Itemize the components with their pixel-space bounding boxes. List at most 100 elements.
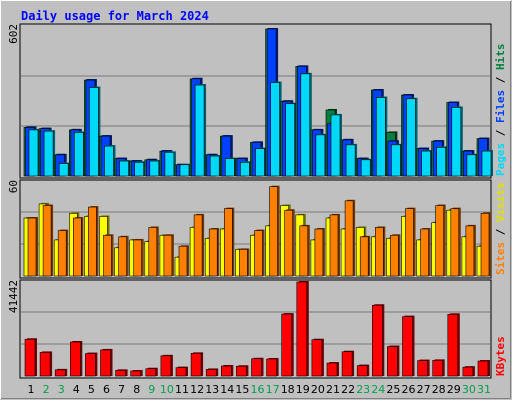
bar-pages — [240, 161, 250, 177]
x-tick-label: 22 — [341, 383, 355, 396]
bar-pages — [391, 144, 401, 177]
bar-pages — [43, 130, 54, 177]
bar-sites — [254, 230, 263, 277]
bar-sites — [299, 225, 309, 277]
bar-sites — [88, 206, 97, 277]
scale-label-mid: 60 — [7, 180, 20, 193]
bar-pages — [74, 132, 84, 177]
bar-pages — [134, 161, 144, 177]
bar-sites — [118, 236, 127, 277]
bar-sites — [193, 214, 203, 277]
bar-pages — [58, 163, 69, 177]
x-tick-label: 2 — [43, 383, 50, 396]
scale-label-bot: 41442 — [7, 280, 20, 313]
legend-hits: Hits — [494, 44, 507, 71]
bar-kbytes — [251, 358, 262, 377]
bar-sites — [57, 230, 67, 277]
x-axis-labels: 1 2 3 4 5 6 7 8 9 10 11 12 13 14 15 16 17 18 19 20 21 22 23 24 2… — [28, 383, 492, 396]
x-tick-label: 29 — [447, 383, 461, 396]
bar-kbytes — [387, 346, 398, 377]
bar-pages — [481, 150, 492, 177]
x-tick-label: 17 — [266, 383, 280, 396]
x-tick-label: 19 — [296, 383, 310, 396]
x-tick-label: 20 — [311, 383, 325, 396]
bar-kbytes — [160, 355, 172, 377]
bar-sites — [42, 205, 52, 277]
bar-sites — [133, 239, 142, 277]
bar-pages — [421, 150, 431, 177]
bar-sites — [178, 245, 188, 277]
bar-sites — [208, 228, 218, 277]
bar-sites — [224, 208, 233, 277]
x-tick-label: 6 — [103, 383, 110, 396]
bar-pages — [104, 145, 114, 177]
bar-kbytes — [190, 353, 202, 377]
bar-pages — [436, 147, 447, 177]
x-tick-label: 11 — [175, 383, 189, 396]
bar-kbytes — [24, 338, 36, 377]
bar-kbytes — [266, 358, 277, 377]
x-tick-label: 23 — [356, 383, 370, 396]
x-tick-label: 12 — [190, 383, 204, 396]
bar-kbytes — [175, 367, 187, 377]
x-tick-label: 25 — [386, 383, 400, 396]
bar-pages — [466, 154, 477, 177]
bar-pages — [149, 160, 160, 177]
bar-sites — [465, 225, 475, 277]
bar-kbytes — [236, 365, 247, 377]
bar-kbytes — [100, 349, 111, 377]
bar-kbytes — [477, 360, 489, 377]
x-tick-label: 8 — [133, 383, 140, 396]
chart-title: Daily usage for March 2024 — [21, 9, 209, 23]
bar-sites — [103, 234, 112, 277]
x-tick-label: 10 — [160, 383, 174, 396]
bar-kbytes — [462, 366, 474, 377]
legend-files: Files — [494, 90, 507, 123]
bar-pages — [375, 97, 386, 177]
legend-pages: Pages — [494, 143, 507, 176]
x-tick-label: 5 — [88, 383, 95, 396]
bar-sites — [314, 228, 324, 277]
x-tick-label: 7 — [118, 383, 125, 396]
legend-mid: Sites / Visits — [494, 182, 507, 275]
bar-pages — [285, 103, 296, 177]
x-tick-label: 15 — [235, 383, 249, 396]
bar-kbytes — [417, 360, 428, 377]
bar-kbytes — [371, 304, 383, 377]
bar-sites — [450, 208, 460, 277]
legend-sep: / — [494, 228, 507, 235]
bar-pages — [345, 144, 356, 177]
bar-sites — [435, 205, 445, 277]
x-tick-label: 9 — [148, 383, 155, 396]
x-tick-label: 4 — [73, 383, 80, 396]
bar-sites — [284, 209, 294, 277]
legend-visits: Visits — [494, 182, 507, 222]
x-tick-label: 16 — [251, 383, 265, 396]
legend-sep: / — [494, 76, 507, 83]
bars-mid-panel — [23, 185, 491, 277]
bar-pages — [28, 129, 39, 177]
legend-top: Pages / Files / Hits — [494, 44, 507, 177]
bar-sites — [239, 249, 248, 277]
bar-kbytes — [130, 370, 141, 377]
bar-kbytes — [54, 369, 66, 377]
bar-kbytes — [402, 316, 413, 377]
bars-bot-panel — [24, 281, 490, 377]
bar-pages — [360, 159, 371, 177]
bar-pages — [89, 87, 99, 177]
bar-sites — [374, 227, 384, 277]
bar-pages — [406, 98, 416, 177]
bar-kbytes — [145, 368, 157, 377]
legend-bot: KBytes — [494, 336, 507, 376]
bar-sites — [405, 208, 414, 277]
bar-sites — [163, 234, 173, 277]
x-tick-label: 28 — [432, 383, 446, 396]
scale-label-top: 602 — [7, 24, 20, 44]
bar-pages — [194, 84, 205, 177]
bar-pages — [164, 152, 175, 177]
bar-kbytes — [281, 313, 293, 377]
bar-pages — [270, 82, 280, 177]
bar-kbytes — [115, 370, 126, 377]
